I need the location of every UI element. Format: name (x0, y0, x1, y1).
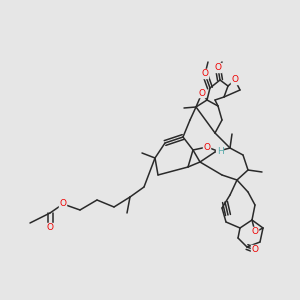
Text: O: O (203, 142, 211, 152)
Text: O: O (251, 227, 259, 236)
Text: O: O (199, 88, 206, 98)
Text: O: O (232, 76, 238, 85)
Text: O: O (251, 245, 259, 254)
Text: H: H (217, 148, 224, 157)
Text: O: O (59, 200, 67, 208)
Text: O: O (46, 224, 53, 232)
Text: O: O (214, 64, 221, 73)
Text: O: O (202, 70, 208, 79)
